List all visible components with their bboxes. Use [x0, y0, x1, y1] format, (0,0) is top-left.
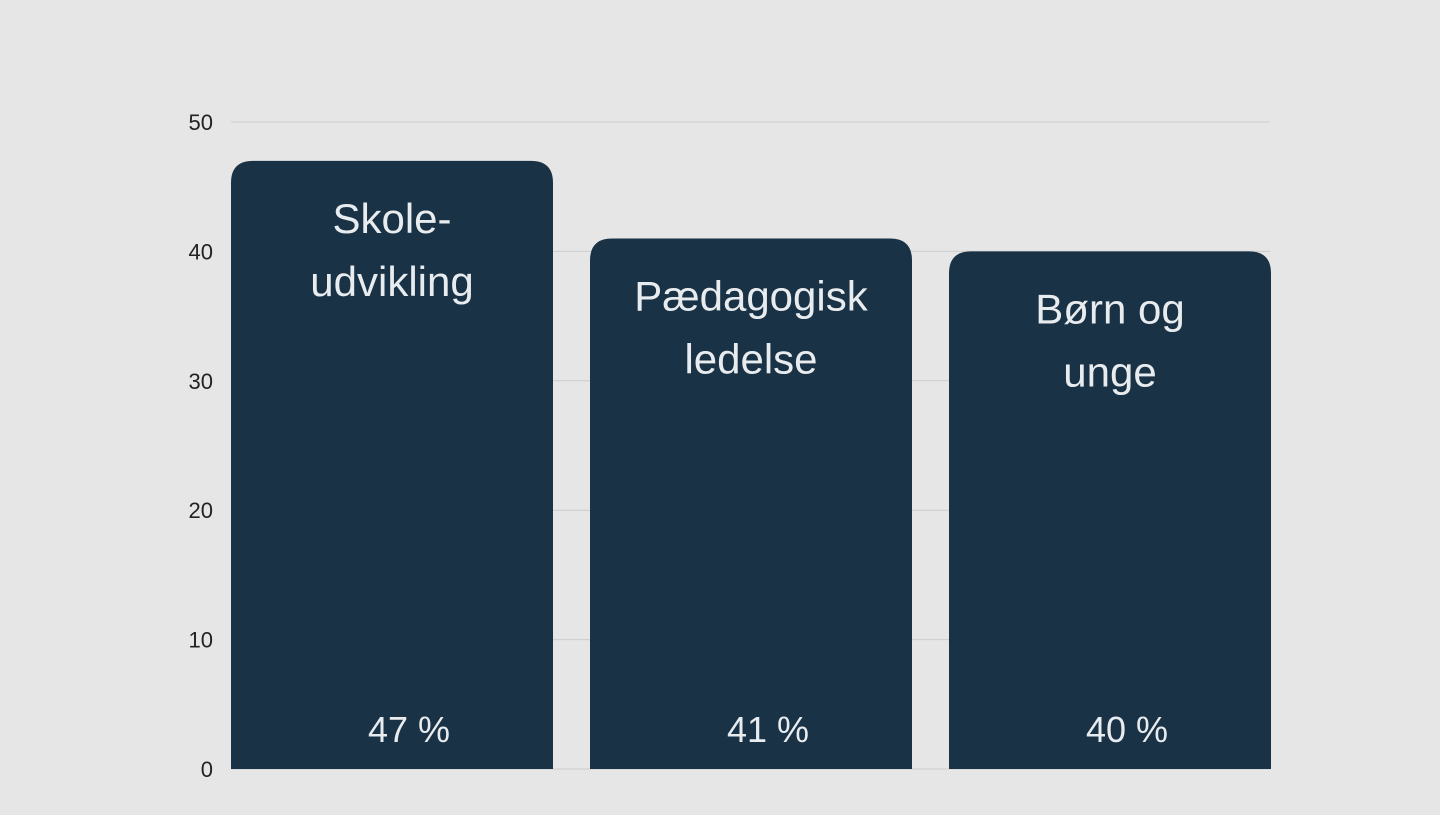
bar-value-label: 47 % — [368, 709, 450, 750]
bar-category-label: Skole- — [332, 195, 451, 242]
bars — [231, 160, 1271, 769]
y-tick-label: 10 — [189, 628, 213, 653]
y-axis-ticks: 0 10 20 30 40 50 — [189, 110, 213, 782]
bar-category-label: ledelse — [684, 335, 817, 382]
bar-category-label: unge — [1063, 348, 1156, 395]
bar-labels: Skole-udvikling 47 % Pædagogisk ledelse 41 %… — [310, 195, 1184, 750]
y-tick-label: 20 — [189, 498, 213, 523]
bar-category-label: Pædagogisk — [634, 272, 868, 319]
y-tick-label: 30 — [189, 369, 213, 394]
y-tick-label: 0 — [201, 757, 213, 782]
y-tick-label: 50 — [189, 110, 213, 135]
bar-category-label: Børn og — [1035, 285, 1184, 332]
bar-0 — [231, 160, 553, 769]
bar-category-label: udvikling — [310, 258, 473, 305]
bar-2 — [949, 251, 1271, 769]
bar-1 — [590, 238, 912, 769]
y-tick-label: 40 — [189, 239, 213, 264]
bar-value-label: 41 % — [727, 709, 809, 750]
bar-value-label: 40 % — [1086, 709, 1168, 750]
